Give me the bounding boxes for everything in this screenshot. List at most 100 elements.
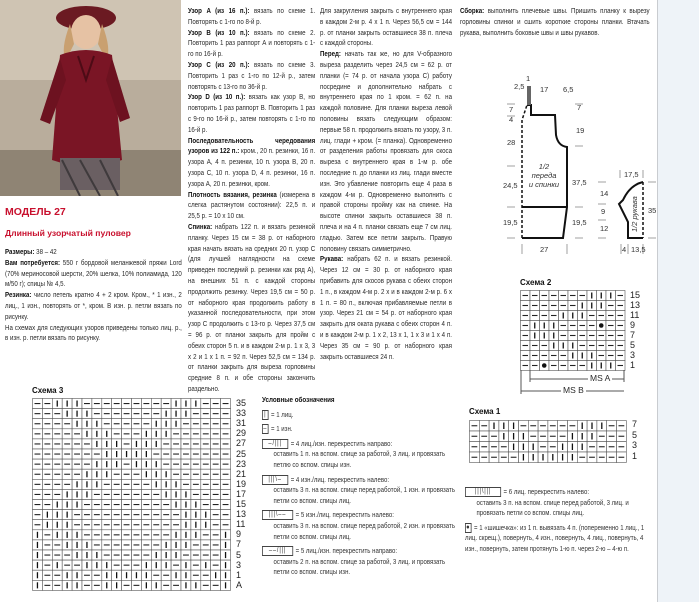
- purl-stitch-cell: [567, 360, 578, 371]
- schema2-chart: [520, 290, 626, 394]
- knit-stitch-cell: [91, 468, 103, 480]
- knit-stitch-cell: [32, 580, 43, 591]
- page-edge-strip: [657, 0, 699, 602]
- purl-stitch-cell: [220, 448, 231, 460]
- paragraph-heading: Узор A (из 16 п.):: [188, 6, 250, 15]
- dim-left-28: 28: [507, 138, 515, 147]
- knit-stitch-cell: [51, 559, 63, 571]
- knit-stitch-cell: [529, 320, 540, 331]
- knit-stitch-cell: [101, 458, 113, 470]
- purl-stitch-cell: [488, 441, 500, 453]
- knit-stitch-cell: [81, 489, 93, 500]
- purl-stitch-cell: [111, 539, 122, 551]
- purl-stitch-cell: [190, 569, 202, 581]
- knit-stitch-cell: [586, 360, 597, 371]
- purl-stitch-cell: [200, 489, 212, 500]
- paragraph-text: На схемах для следующих узоров приведены…: [5, 322, 182, 343]
- knit-stitch-cell: [577, 420, 588, 432]
- knit-stitch-cell: [131, 458, 142, 470]
- purl-stitch-cell: [586, 330, 597, 341]
- purl-stitch-cell: [81, 499, 93, 510]
- purl-stitch-cell: [615, 290, 626, 301]
- knit-stitch-cell: [596, 360, 607, 371]
- knit-stitch-cell: [160, 408, 172, 420]
- purl-stitch-cell: [529, 300, 540, 311]
- knit-stitch-cell: [91, 428, 103, 440]
- purl-stitch-cell: [42, 468, 53, 480]
- purl-stitch-cell: [180, 468, 192, 480]
- row-number-label: 11: [236, 519, 246, 530]
- model-subtitle: Длинный узорчатый пуловер: [5, 228, 131, 238]
- purl-stitch-cell: [121, 559, 132, 571]
- knit-stitch-cell: [151, 559, 162, 571]
- purl-stitch-cell: [548, 350, 559, 361]
- purl-stitch-cell: [71, 438, 83, 450]
- schema1-chart: [469, 420, 627, 463]
- purl-stitch-cell: [220, 499, 231, 510]
- purl-stitch-cell: [32, 438, 43, 450]
- knit-stitch-cell: [529, 330, 540, 341]
- purl-stitch-cell: [91, 569, 103, 581]
- purl-stitch-cell: [131, 489, 142, 500]
- purl-stitch-cell: [210, 499, 221, 510]
- purl-stitch-cell: [596, 310, 607, 321]
- knit-stitch-cell: [51, 529, 63, 541]
- purl-stitch-cell: [210, 529, 221, 541]
- purl-stitch-cell: [605, 300, 616, 311]
- knit-stitch-cell: [131, 569, 142, 581]
- bobble-stitch-cell: [596, 320, 607, 331]
- purl-stitch-cell: [160, 438, 172, 450]
- purl-stitch-cell: [615, 350, 626, 361]
- purl-stitch-cell: [32, 479, 43, 490]
- knit-stitch-cell: [577, 350, 588, 361]
- purl-stitch-cell: [160, 519, 172, 531]
- dim-top-6-5: 6,5: [563, 85, 573, 94]
- purl-stitch-cell: [527, 430, 539, 442]
- purl-stitch-cell: [111, 519, 122, 531]
- purl-stitch-cell: [131, 398, 142, 409]
- knit-stitch-cell: [71, 539, 83, 551]
- purl-stitch-cell: [220, 509, 231, 520]
- knit-stitch-cell: [51, 519, 63, 531]
- purl-stitch-cell: [51, 489, 63, 500]
- purl-stitch-cell: [141, 479, 152, 490]
- paragraph: На схемах для следующих узоров приведены…: [5, 323, 182, 345]
- row-number-label: 11: [630, 310, 640, 320]
- purl-stitch-cell: [180, 479, 192, 490]
- legend-text: = 4 изн./лиц. перекрестить налево:: [290, 474, 390, 484]
- purl-stitch-cell: [101, 539, 113, 551]
- paragraph: Узор B (из 10 п.): вязать по схеме 2. По…: [188, 28, 315, 60]
- knit-stitch-cell: [61, 489, 73, 500]
- knit-stitch-cell: [51, 499, 63, 510]
- purl-stitch-cell: [529, 310, 540, 321]
- row-number-label: 1: [630, 360, 636, 370]
- purl-stitch-cell: [131, 580, 142, 591]
- purl-stitch-cell: [91, 519, 103, 531]
- purl-stitch-cell: [51, 569, 63, 581]
- purl-stitch-cell: [586, 451, 598, 463]
- knit-stitch-cell: [131, 438, 142, 450]
- purl-stitch-cell: [32, 489, 43, 500]
- paragraph: Спинка: набрать 122 п. и вязать резинкой…: [188, 222, 315, 395]
- paragraph: Перед: начать так же, но для V-образного…: [320, 49, 452, 254]
- purl-stitch-cell: [151, 539, 162, 551]
- purl-stitch-cell: [558, 320, 569, 331]
- purl-stitch-cell: [131, 468, 142, 480]
- knit-stitch-cell: [160, 479, 172, 490]
- purl-stitch-cell: [111, 549, 122, 561]
- knit-stitch-cell: [180, 539, 192, 551]
- purl-stitch-cell: [615, 360, 626, 371]
- knit-stitch-cell: [586, 300, 597, 311]
- purl-stitch-cell: [61, 438, 73, 450]
- schema3-title: Схема 3: [32, 386, 64, 395]
- knit-stitch-cell: [61, 408, 73, 420]
- knit-stitch-cell: [32, 559, 43, 571]
- purl-stitch-cell: [200, 448, 212, 460]
- purl-stitch-cell: [520, 310, 531, 321]
- purl-stitch-cell: [170, 559, 182, 571]
- knit-stitch-cell: [101, 438, 113, 450]
- knit-stitch-cell: [527, 451, 539, 463]
- legend-description: оставить 1 п. на вспом. спице за работой…: [273, 449, 446, 469]
- knit-stitch-cell: [101, 559, 113, 571]
- purl-stitch-cell: [616, 441, 627, 453]
